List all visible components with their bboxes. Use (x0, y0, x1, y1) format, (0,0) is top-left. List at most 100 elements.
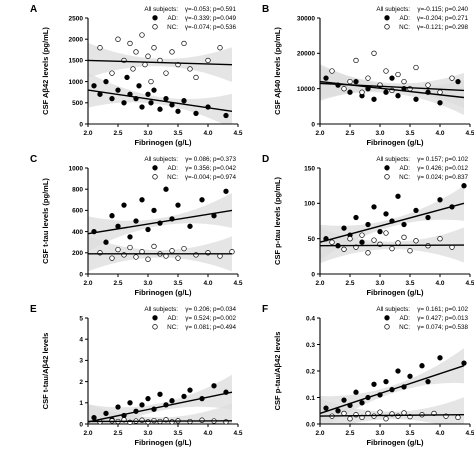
point-ad (157, 391, 163, 397)
point-ad (389, 75, 395, 81)
y-tick-label: 5 (79, 315, 83, 322)
y-tick-label: 3 (79, 358, 83, 365)
point-nc (169, 49, 175, 55)
x-tick-label: 3.0 (375, 130, 384, 137)
stat-value: γ=-0.004; p=0.974 (185, 174, 237, 181)
legend-marker-ad (384, 15, 390, 21)
stat-value: γ=-0.204; p=0.271 (417, 15, 469, 22)
y-tick-label: 2000 (69, 37, 84, 44)
x-tick-label: 2.0 (315, 280, 324, 287)
point-nc (151, 243, 157, 250)
point-nc (142, 61, 148, 68)
y-tick-label: 600 (72, 208, 83, 215)
stat-label: NC: (167, 324, 178, 331)
point-nc (395, 240, 401, 246)
point-ad (91, 414, 97, 421)
point-nc (115, 36, 121, 42)
regression-line-nc (319, 414, 465, 417)
y-axis-label: CSF p-tau levels (pg/mL) (273, 177, 282, 265)
point-ad (371, 381, 377, 387)
regression-line-ad (319, 202, 465, 243)
point-ad (353, 214, 359, 221)
y-tick-label: 0.1 (306, 395, 315, 402)
stat-label: AD: (400, 315, 411, 322)
y-tick-label: 1 (79, 400, 83, 407)
point-nc (371, 237, 377, 243)
point-ad (407, 373, 413, 379)
point-ad (121, 202, 127, 208)
point-ad (335, 408, 341, 414)
x-axis-label: Fibrinogen (g/L) (134, 438, 192, 447)
point-nc (181, 245, 187, 252)
ci-band-ad (88, 374, 232, 424)
x-tick-label: 3.5 (405, 280, 414, 287)
point-nc (341, 86, 347, 92)
point-nc (401, 78, 407, 85)
point-ad (151, 87, 157, 93)
stat-label: NC: (399, 174, 410, 181)
panel-f: F 2.0 2.5 3.0 3.5 4.0 4.5 0.0 0.1 0.2 0.3 0.4 Fibrin… (262, 304, 474, 447)
point-nc (359, 89, 365, 95)
y-tick-label: 10000 (297, 86, 315, 93)
legend-marker-ad (384, 165, 390, 171)
point-nc (365, 250, 371, 256)
x-tick-label: 3.0 (375, 430, 384, 437)
x-tick-label: 4.0 (435, 130, 444, 137)
y-tick-label: 100 (304, 201, 315, 208)
point-nc (353, 57, 359, 64)
point-ad (199, 197, 205, 203)
x-tick-label: 2.5 (113, 130, 122, 137)
x-tick-label: 2.5 (345, 430, 354, 437)
point-nc (127, 40, 133, 47)
point-ad (437, 100, 443, 106)
y-tick-label: 0 (79, 121, 83, 128)
stat-value: γ= 0.426; p=0.012 (417, 165, 468, 172)
y-tick-label: 50 (308, 236, 316, 243)
point-nc (133, 254, 139, 260)
stat-label: All subjects: (376, 156, 410, 163)
point-nc (395, 413, 401, 419)
point-ad (413, 207, 419, 214)
y-axis-label: CSF p-tau/Aβ42 levels (273, 332, 282, 411)
stat-value: γ=-0.053; p=0.591 (185, 6, 237, 13)
stat-value: γ= 0.074; p=0.538 (417, 324, 468, 331)
point-nc (163, 70, 169, 76)
point-ad (127, 234, 133, 240)
point-ad (169, 398, 175, 404)
point-nc (199, 417, 205, 423)
y-axis-label: CSF t-tau/Aβ42 levels (41, 333, 50, 410)
point-nc (437, 89, 443, 95)
y-tick-label: 400 (72, 229, 83, 236)
x-tick-label: 2.0 (83, 430, 92, 437)
panel-letter: B (262, 4, 269, 15)
stat-label: AD: (400, 15, 411, 22)
point-ad (133, 218, 139, 224)
x-tick-label: 4.0 (435, 430, 444, 437)
stat-value: γ= 0.206; p=0.034 (185, 306, 236, 313)
point-nc (151, 45, 157, 51)
legend-marker-ad (152, 165, 158, 171)
point-ad (383, 378, 389, 385)
y-tick-label: 0 (79, 421, 83, 428)
x-tick-label: 2.5 (345, 130, 354, 137)
y-tick-label: 500 (72, 100, 83, 107)
y-tick-label: 2500 (69, 15, 84, 22)
x-tick-label: 3.5 (173, 430, 182, 437)
x-tick-label: 4.5 (465, 430, 474, 437)
point-nc (347, 78, 353, 85)
x-tick-label: 3.5 (173, 130, 182, 137)
point-nc (449, 75, 455, 81)
point-ad (115, 404, 121, 410)
panel-e: E 2.0 2.5 3.0 3.5 4.0 4.5 0 1 2 3 4 5 Fibrinogen (g/L… (30, 304, 243, 447)
y-axis-label: CSF t-tau levels (pg/mL) (41, 178, 50, 264)
y-tick-label: 200 (72, 250, 83, 257)
y-tick-label: 800 (72, 187, 83, 194)
panel-c: C 2.0 2.5 3.0 3.5 4.0 4.5 0 200 400 600 800 1000 Fibr… (30, 154, 243, 297)
point-ad (359, 400, 365, 406)
point-ad (193, 110, 199, 117)
y-tick-label: 0 (311, 271, 315, 278)
stat-label: NC: (399, 24, 410, 31)
point-ad (455, 78, 461, 85)
point-nc (389, 245, 395, 252)
legend-marker-nc (152, 24, 158, 30)
